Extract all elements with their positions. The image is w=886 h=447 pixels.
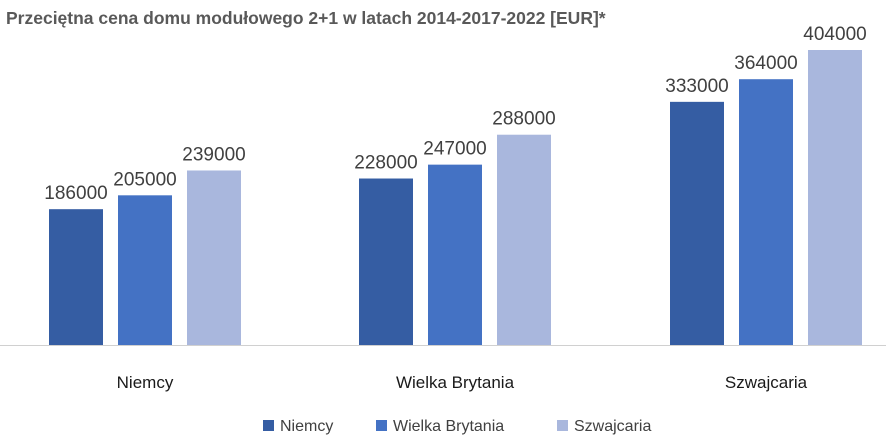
bar-szwajcaria-niemcy bbox=[670, 101, 724, 346]
bar-szwajcaria-szwajcaria bbox=[808, 50, 862, 345]
data-label: 404000 bbox=[803, 24, 866, 45]
x-tick-label: Wielka Brytania bbox=[396, 373, 515, 392]
data-label: 288000 bbox=[492, 109, 555, 130]
bar-wielka-brytania-wielka-brytania bbox=[428, 164, 482, 345]
legend-label: Szwajcaria bbox=[574, 418, 651, 435]
data-label: 239000 bbox=[182, 144, 245, 165]
bar-wielka-brytania-niemcy bbox=[359, 178, 413, 345]
data-label: 205000 bbox=[113, 169, 176, 190]
bar-niemcy-szwajcaria bbox=[187, 170, 241, 345]
legend-swatch bbox=[263, 420, 274, 431]
chart-title: Przeciętna cena domu modułowego 2+1 w la… bbox=[6, 8, 606, 28]
legend-label: Niemcy bbox=[280, 418, 333, 435]
data-label: 333000 bbox=[665, 76, 728, 97]
data-label: 364000 bbox=[734, 53, 797, 74]
data-label: 186000 bbox=[44, 183, 107, 204]
legend-label: Wielka Brytania bbox=[393, 418, 504, 435]
x-tick-label: Szwajcaria bbox=[725, 373, 808, 392]
bar-szwajcaria-wielka-brytania bbox=[739, 79, 793, 346]
legend-swatch bbox=[376, 420, 387, 431]
data-label: 228000 bbox=[354, 153, 417, 174]
legend-swatch bbox=[557, 420, 568, 431]
data-label: 247000 bbox=[423, 139, 486, 160]
bar-niemcy-niemcy bbox=[49, 209, 103, 345]
bar-niemcy-wielka-brytania bbox=[118, 195, 172, 345]
bar-wielka-brytania-szwajcaria bbox=[497, 134, 551, 345]
x-tick-label: Niemcy bbox=[117, 373, 174, 392]
